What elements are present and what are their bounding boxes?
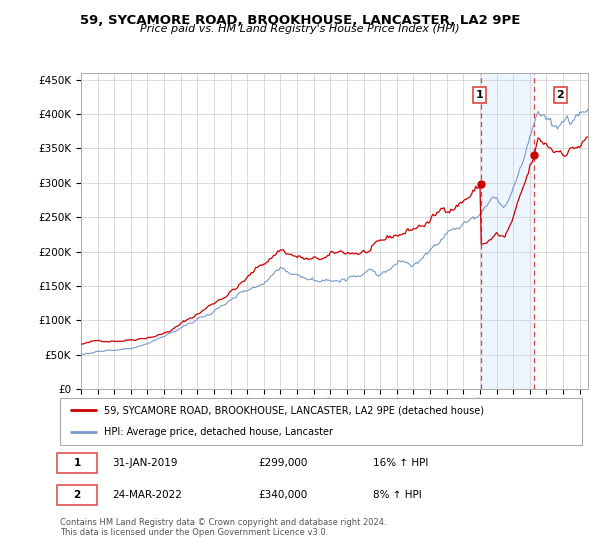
Text: 8% ↑ HPI: 8% ↑ HPI xyxy=(373,490,422,500)
Text: 16% ↑ HPI: 16% ↑ HPI xyxy=(373,458,428,468)
Text: 1: 1 xyxy=(73,458,80,468)
Text: 1: 1 xyxy=(476,90,484,100)
Text: £299,000: £299,000 xyxy=(259,458,308,468)
Text: 59, SYCAMORE ROAD, BROOKHOUSE, LANCASTER, LA2 9PE: 59, SYCAMORE ROAD, BROOKHOUSE, LANCASTER… xyxy=(80,14,520,27)
Bar xyxy=(481,73,533,389)
FancyBboxPatch shape xyxy=(58,485,97,505)
Text: 31-JAN-2019: 31-JAN-2019 xyxy=(112,458,178,468)
Text: £340,000: £340,000 xyxy=(259,490,308,500)
Text: 2: 2 xyxy=(73,490,80,500)
Text: 59, SYCAMORE ROAD, BROOKHOUSE, LANCASTER, LA2 9PE (detached house): 59, SYCAMORE ROAD, BROOKHOUSE, LANCASTER… xyxy=(104,405,484,416)
Text: Price paid vs. HM Land Registry's House Price Index (HPI): Price paid vs. HM Land Registry's House … xyxy=(140,24,460,34)
Text: HPI: Average price, detached house, Lancaster: HPI: Average price, detached house, Lanc… xyxy=(104,427,334,437)
FancyBboxPatch shape xyxy=(60,398,582,445)
Text: Contains HM Land Registry data © Crown copyright and database right 2024.
This d: Contains HM Land Registry data © Crown c… xyxy=(60,518,386,538)
Text: 2: 2 xyxy=(556,90,564,100)
FancyBboxPatch shape xyxy=(58,453,97,473)
Text: 24-MAR-2022: 24-MAR-2022 xyxy=(112,490,182,500)
